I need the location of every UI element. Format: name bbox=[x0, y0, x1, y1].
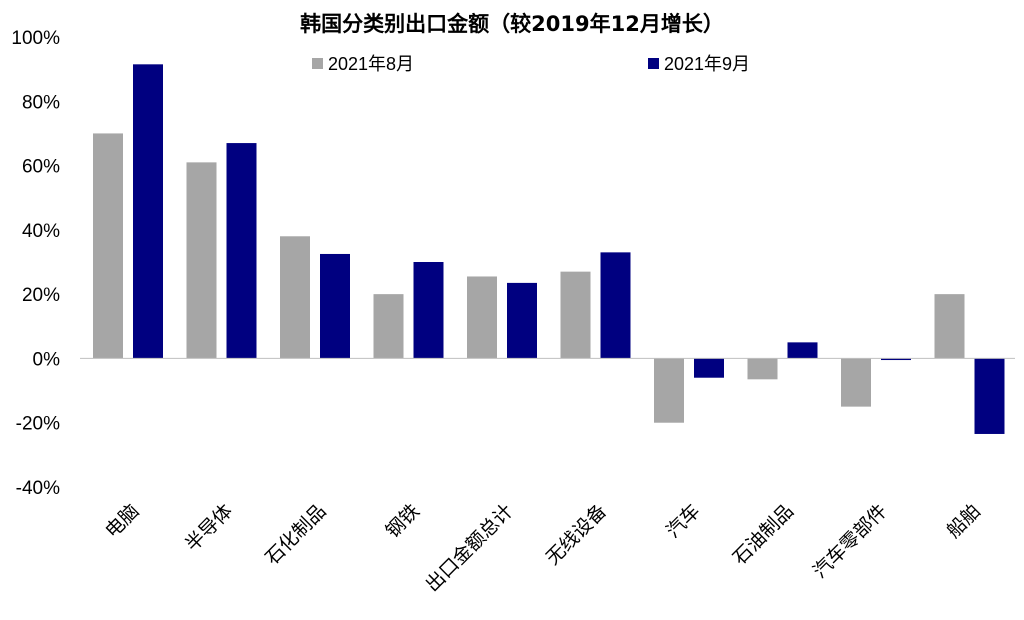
bar-汽车零部件-2021年9月 bbox=[881, 358, 911, 361]
x-category-label: 石油制品 bbox=[729, 500, 798, 569]
bar-石化制品-2021年9月 bbox=[320, 253, 350, 359]
bar-出口金额总计-2021年9月 bbox=[507, 282, 537, 359]
legend-label: 2021年9月 bbox=[664, 54, 750, 74]
bar-出口金额总计-2021年8月 bbox=[467, 276, 497, 359]
chart-title: 韩国分类别出口金额（较2019年12月增长） bbox=[300, 12, 724, 36]
x-category-label: 汽车 bbox=[662, 500, 704, 542]
legend-swatch bbox=[312, 58, 323, 69]
x-category-label: 无线设备 bbox=[542, 500, 611, 569]
bar-汽车-2021年8月 bbox=[654, 358, 684, 423]
legend-label: 2021年8月 bbox=[328, 54, 414, 74]
y-tick-label: -40% bbox=[16, 478, 60, 499]
y-tick-label: 40% bbox=[22, 221, 60, 242]
bar-石油制品-2021年8月 bbox=[747, 358, 778, 380]
x-category-label: 出口金额总计 bbox=[421, 500, 517, 596]
bar-半导体-2021年8月 bbox=[186, 162, 217, 359]
y-tick-label: 80% bbox=[22, 92, 60, 113]
y-tick-label: 100% bbox=[11, 28, 60, 49]
bar-电脑-2021年9月 bbox=[133, 64, 163, 359]
x-category-label: 钢铁 bbox=[382, 500, 424, 542]
bar-石化制品-2021年8月 bbox=[280, 236, 310, 359]
y-tick-label: 20% bbox=[22, 285, 60, 306]
bar-船舶-2021年9月 bbox=[974, 358, 1005, 434]
x-category-label: 电脑 bbox=[101, 500, 143, 542]
bar-汽车-2021年9月 bbox=[694, 358, 724, 378]
bar-无线设备-2021年8月 bbox=[560, 271, 591, 359]
x-category-label: 半导体 bbox=[181, 500, 237, 556]
y-tick-label: -20% bbox=[16, 414, 60, 435]
bar-半导体-2021年9月 bbox=[226, 143, 257, 359]
bar-钢铁-2021年8月 bbox=[373, 294, 404, 359]
bar-汽车零部件-2021年8月 bbox=[841, 358, 871, 407]
x-category-label: 船舶 bbox=[943, 500, 985, 542]
y-tick-label: 60% bbox=[22, 157, 60, 178]
x-category-label: 汽车零部件 bbox=[809, 500, 892, 583]
bar-无线设备-2021年9月 bbox=[600, 252, 631, 359]
bar-船舶-2021年8月 bbox=[934, 294, 965, 359]
bar-电脑-2021年8月 bbox=[93, 133, 123, 359]
bar-石油制品-2021年9月 bbox=[787, 342, 818, 359]
bar-钢铁-2021年9月 bbox=[413, 262, 444, 359]
x-category-label: 石化制品 bbox=[261, 500, 330, 569]
y-tick-label: 0% bbox=[33, 349, 61, 370]
legend-swatch bbox=[648, 58, 659, 69]
